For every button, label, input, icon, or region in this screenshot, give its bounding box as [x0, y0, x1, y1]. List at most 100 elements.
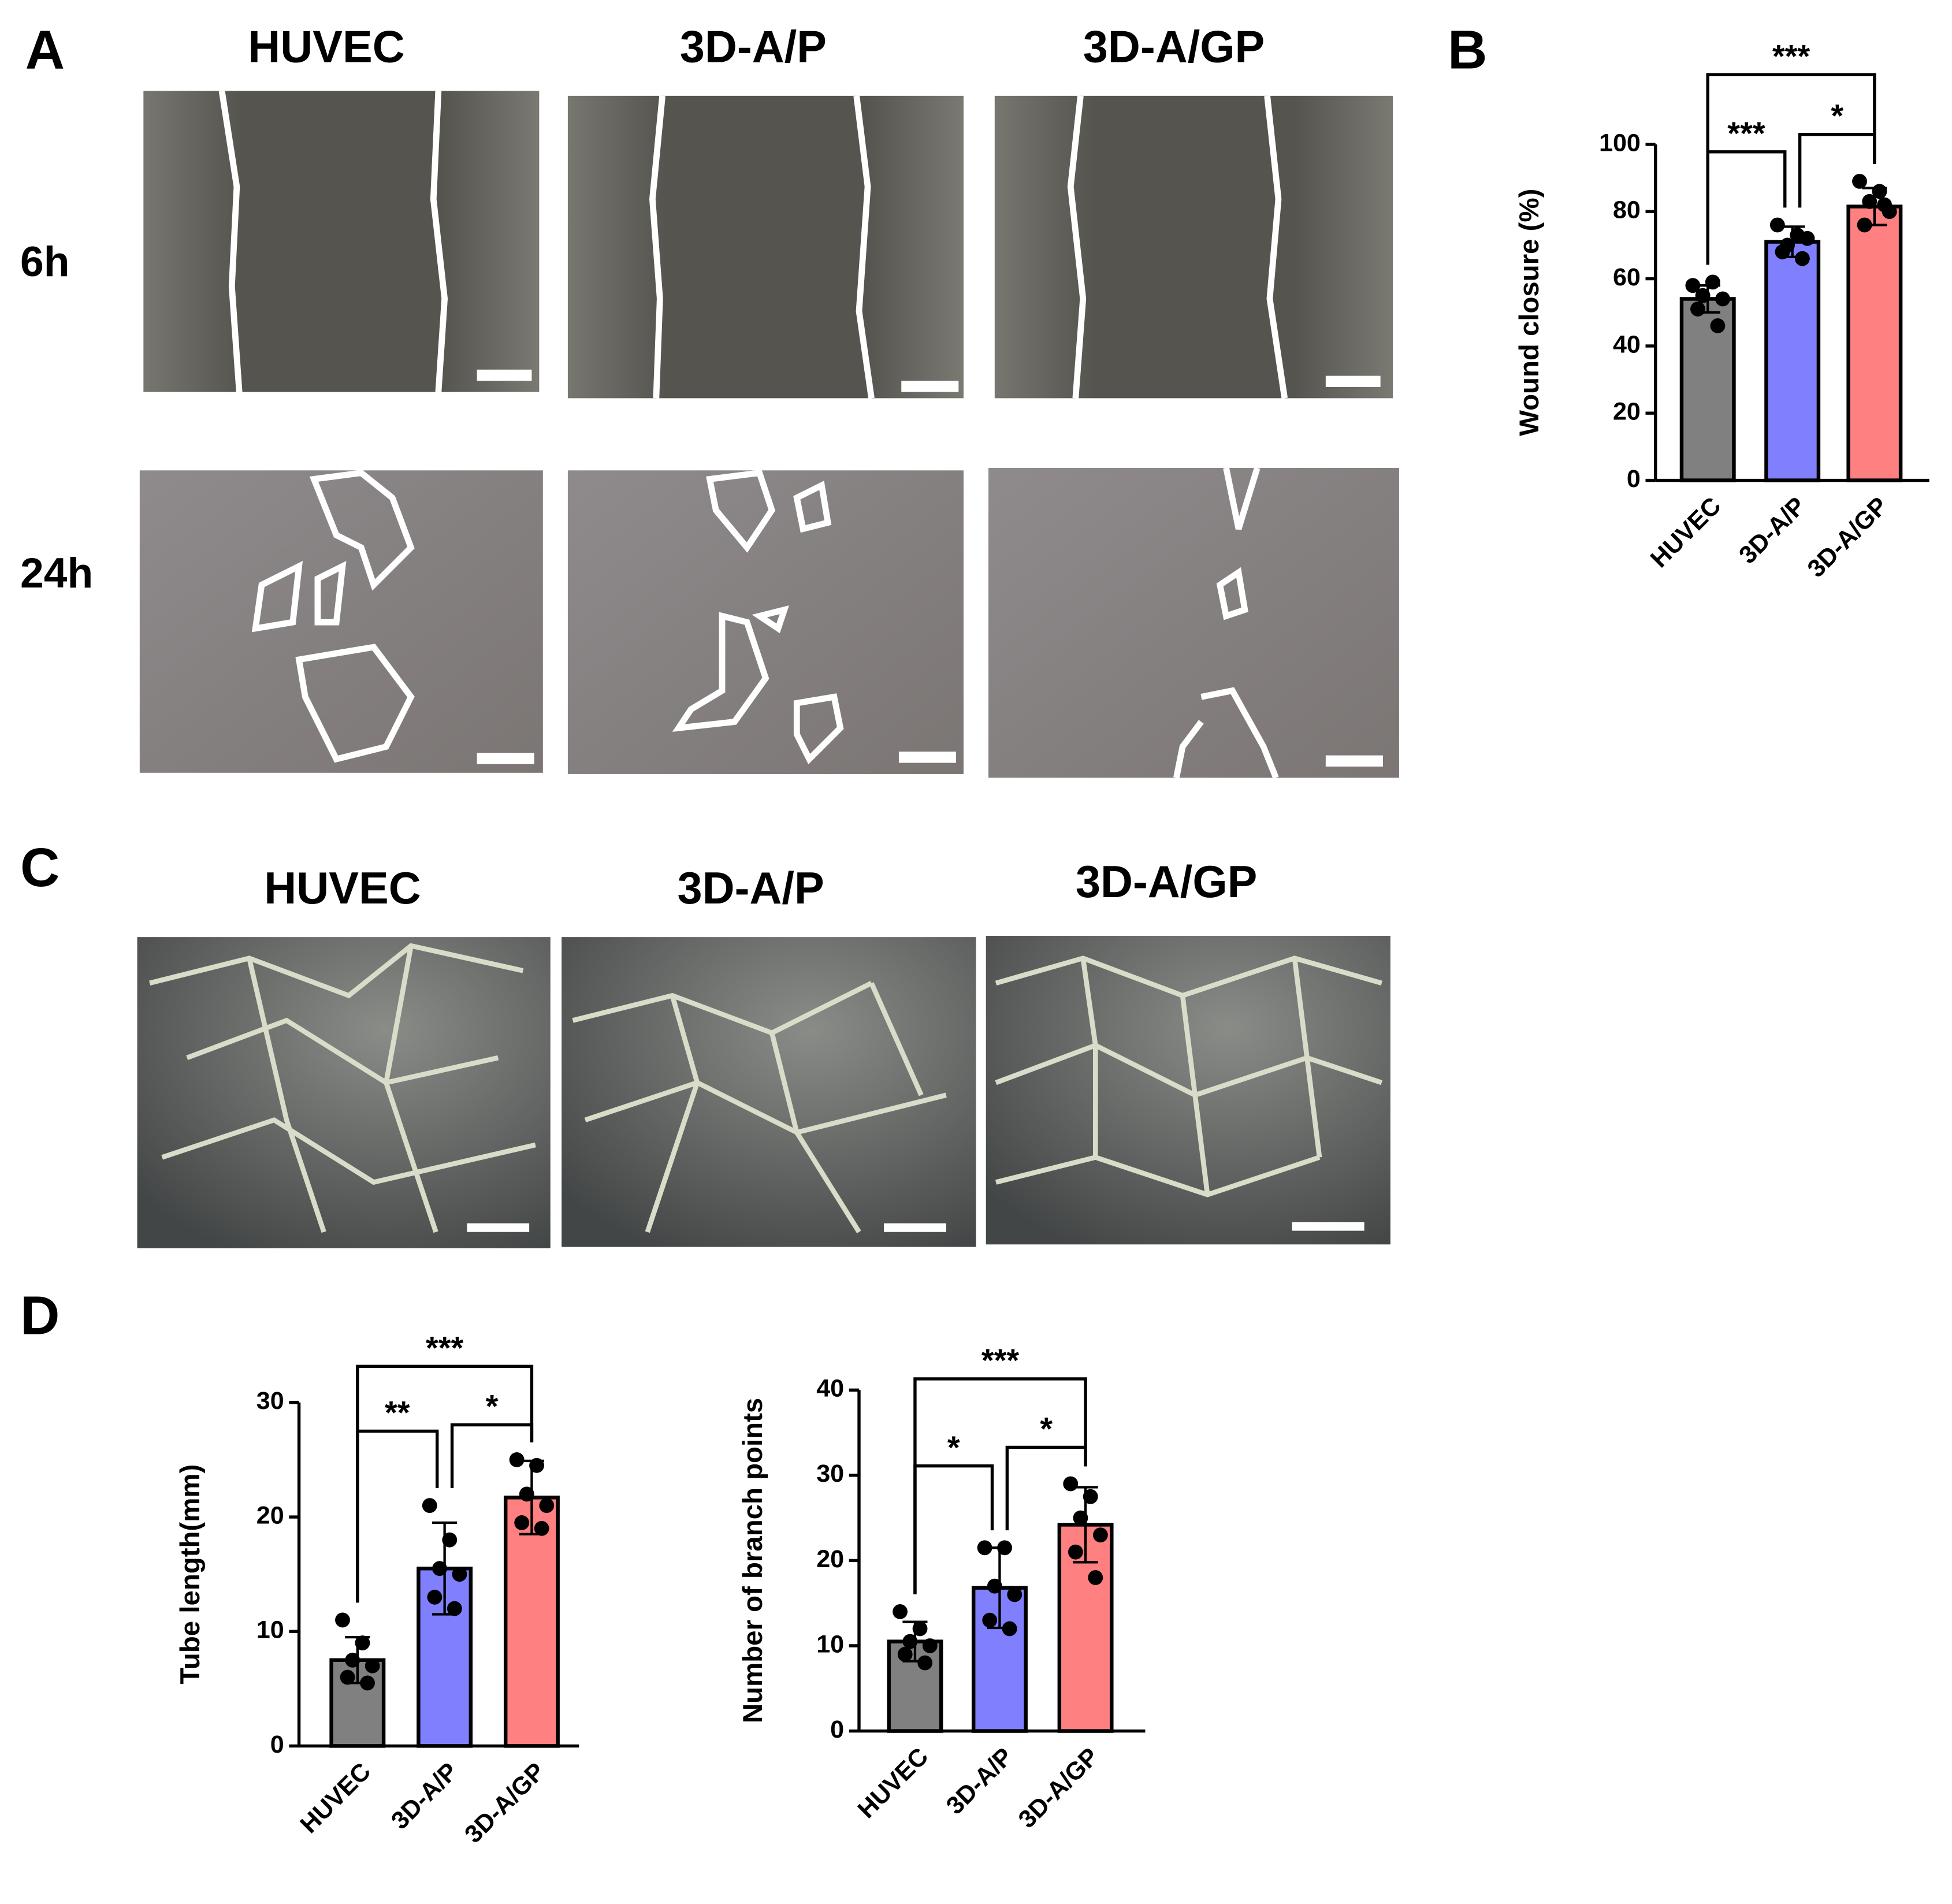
data-point	[1685, 278, 1701, 293]
data-point	[422, 1498, 437, 1513]
y-tick-label: 0	[270, 1731, 284, 1758]
data-point	[1872, 184, 1887, 199]
significance-label: ***	[981, 1342, 1020, 1378]
panel-label: C	[20, 837, 60, 898]
data-point	[1769, 217, 1785, 233]
data-point	[1088, 1570, 1103, 1585]
data-point	[1705, 274, 1720, 290]
significance-label: **	[385, 1394, 410, 1430]
y-tick-label: 40	[1613, 330, 1641, 358]
data-point	[1002, 1621, 1017, 1637]
x-tick-label: HUVEC	[295, 1757, 377, 1839]
data-point	[1715, 291, 1730, 307]
y-axis-label: Wound closure (%)	[1514, 189, 1545, 436]
data-point	[442, 1532, 458, 1548]
data-point	[514, 1515, 530, 1530]
data-point	[982, 1612, 998, 1628]
significance-bracket	[1706, 73, 1876, 265]
data-point	[355, 1635, 370, 1650]
y-tick-label: 100	[1599, 129, 1641, 157]
data-point	[1799, 230, 1815, 246]
data-point	[997, 1540, 1012, 1556]
column-header: 3D-A/P	[677, 864, 824, 913]
data-point	[1068, 1544, 1083, 1560]
y-tick-label: 60	[1613, 263, 1641, 291]
column-header: 3D-A/GP	[1076, 857, 1258, 907]
micrographs-c	[137, 935, 1390, 1248]
significance-bracket	[913, 1464, 994, 1594]
data-point	[365, 1658, 380, 1674]
y-tick-label: 20	[816, 1545, 844, 1573]
y-axis-label: Tube length(mm)	[175, 1464, 206, 1684]
bar	[503, 1496, 560, 1748]
data-point	[452, 1567, 467, 1582]
data-point	[340, 1669, 355, 1685]
significance-bracket	[356, 1364, 534, 1603]
bar	[1764, 240, 1821, 482]
significance-label: *	[486, 1388, 499, 1425]
data-point	[977, 1540, 992, 1556]
significance-label: *	[947, 1429, 960, 1466]
data-point	[1695, 288, 1711, 303]
bar	[1846, 204, 1903, 482]
data-point	[1073, 1510, 1088, 1526]
data-point	[345, 1652, 360, 1668]
data-point	[1857, 217, 1872, 233]
x-tick-label: 3D-A/GP	[1802, 492, 1893, 582]
significance-label: *	[1040, 1410, 1053, 1446]
data-point	[1690, 301, 1705, 317]
y-tick-label: 0	[830, 1716, 844, 1743]
panel-label: A	[25, 19, 65, 80]
y-tick-label: 0	[1627, 465, 1641, 493]
y-tick-label: 40	[816, 1375, 844, 1403]
y-tick-label: 10	[256, 1616, 284, 1644]
x-tick-label: HUVEC	[1645, 492, 1727, 573]
significance-label: ***	[426, 1329, 464, 1366]
data-point	[987, 1578, 1002, 1594]
data-point	[447, 1601, 462, 1616]
data-point	[912, 1621, 928, 1637]
x-tick-label: 3D-A/GP	[1013, 1743, 1104, 1834]
panel-label: B	[1448, 19, 1487, 80]
data-point	[1007, 1587, 1023, 1602]
significance-bracket	[913, 1377, 1087, 1594]
data-point	[897, 1646, 913, 1662]
panel-label: D	[20, 1285, 60, 1346]
y-tick-label: 30	[256, 1387, 284, 1415]
data-point	[360, 1675, 375, 1691]
data-point	[539, 1498, 555, 1513]
data-point	[1092, 1527, 1108, 1543]
data-point	[427, 1589, 443, 1605]
data-point	[1862, 194, 1877, 209]
y-tick-label: 80	[1613, 196, 1641, 224]
y-tick-label: 10	[816, 1630, 844, 1658]
data-point	[1877, 197, 1892, 213]
data-point	[1063, 1476, 1079, 1492]
data-point	[432, 1561, 447, 1576]
data-point	[902, 1634, 918, 1649]
data-point	[534, 1520, 549, 1536]
x-tick-label: 3D-A/GP	[459, 1757, 550, 1848]
micrographs-a	[139, 90, 1399, 779]
data-point	[509, 1452, 525, 1467]
column-header: 3D-A/P	[680, 23, 827, 72]
data-point	[1794, 251, 1810, 266]
significance-label: *	[1831, 98, 1843, 134]
y-axis-label: Number of branch points	[738, 1398, 768, 1723]
data-point	[335, 1612, 350, 1628]
x-tick-label: 3D-A/P	[386, 1757, 463, 1835]
row-label: 6h	[20, 238, 69, 285]
data-point	[519, 1486, 534, 1502]
significance-label: ***	[1727, 115, 1765, 151]
data-point	[893, 1604, 908, 1619]
bar	[1679, 297, 1736, 482]
y-tick-label: 30	[816, 1460, 844, 1488]
data-point	[1710, 318, 1726, 333]
x-tick-label: 3D-A/P	[941, 1743, 1018, 1820]
column-header: HUVEC	[264, 864, 421, 913]
data-point	[917, 1655, 933, 1671]
x-tick-label: 3D-A/P	[1734, 492, 1811, 569]
row-label: 24h	[20, 549, 93, 597]
